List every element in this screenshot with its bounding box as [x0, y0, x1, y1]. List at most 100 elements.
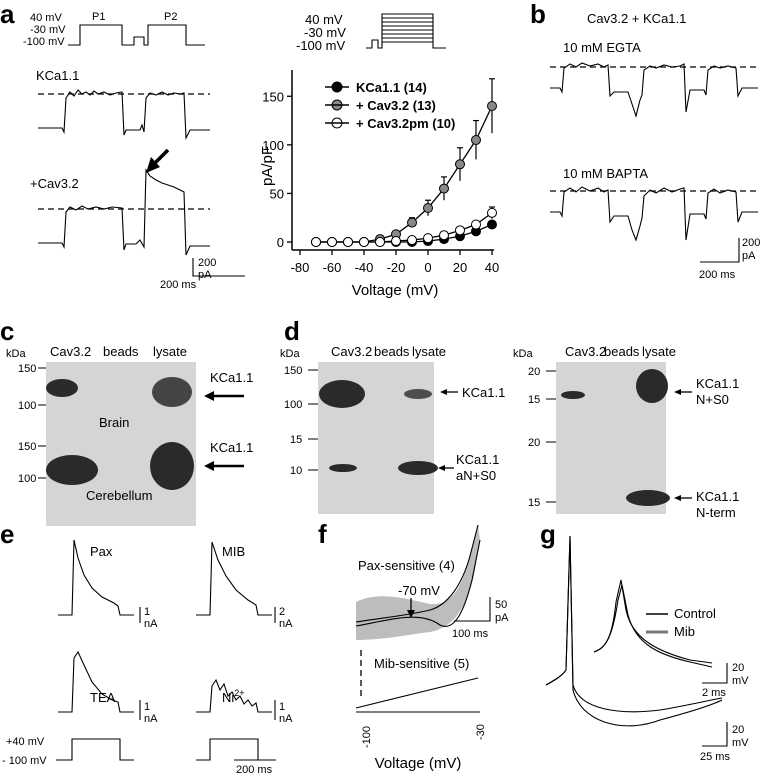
protocol-mid-v1: 40 mV — [305, 12, 343, 27]
iv-point-1-9 — [455, 159, 465, 170]
trace-pax-sensitive — [355, 524, 479, 623]
pax-shaded-error — [356, 525, 480, 640]
g-inset-scale-x: 2 ms — [702, 687, 726, 699]
f-arrow — [407, 610, 415, 618]
f-ramp — [355, 677, 479, 709]
d-lb-marker-2: 10 — [290, 465, 302, 477]
iv-ytick-label-1: 50 — [270, 186, 284, 201]
iv-xtick-label-3: -20 — [387, 260, 406, 275]
g-main-scale — [702, 722, 728, 747]
e-label-ni: Ni2+ — [222, 688, 245, 705]
panel-d-letter: d — [284, 316, 300, 346]
protocol-mid-v2: -30 mV — [304, 25, 346, 40]
scale-bar-a — [192, 258, 245, 277]
band-d-rt-cav — [561, 391, 585, 399]
scale-b-x: 200 ms — [699, 269, 736, 281]
c-marker-100b: 100 — [18, 473, 36, 485]
trace-bapta — [550, 186, 758, 242]
d-label-rb2: N-term — [696, 505, 736, 520]
f-arrow-label: -70 mV — [398, 583, 440, 598]
iv-series-line-0 — [316, 223, 493, 243]
panel-g: g Control Mib 20 mV 2 ms 20 mV 25 ms — [540, 519, 749, 763]
legend-label-kca: KCa1.1 (14) — [356, 80, 427, 95]
panel-a: a 40 mV -30 mV -100 mV P1 P2 KCa1.1 +Cav… — [0, 0, 499, 299]
e-unit-pax: nA — [144, 618, 158, 630]
scale-a-y: 200 — [198, 257, 216, 269]
iv-point-1-10 — [471, 135, 481, 145]
trace-label-cav: +Cav3.2 — [30, 176, 79, 191]
d-lt-marker-1: 150 — [284, 365, 302, 377]
iv-point-2-3 — [359, 237, 369, 247]
f-xlabel: Voltage (mV) — [375, 755, 462, 772]
protocol-p1: P1 — [92, 11, 105, 23]
iv-legend: KCa1.1 (14) + Cav3.2 (13) + Cav3.2pm (10… — [325, 80, 455, 131]
panel-d: d kDa Cav3.2 beads lysate 150 100 KCa1.1… — [280, 316, 739, 520]
d-left-lane-2: beads — [374, 344, 410, 359]
iv-point-2-2 — [343, 237, 353, 247]
protocol-left-v1: 40 mV — [30, 12, 62, 24]
band-d-lb-cav — [329, 464, 357, 472]
iv-xtick-label-1: -60 — [323, 260, 342, 275]
c-lane-2: beads — [103, 344, 139, 359]
iv-ytick-label-0: 0 — [277, 235, 284, 250]
band-d-rt-lysate — [636, 369, 668, 403]
d-label-lt: KCa1.1 — [462, 385, 505, 400]
trace-egta — [550, 62, 758, 118]
d-label-rt2: N+S0 — [696, 392, 729, 407]
g-legend-mib: Mib — [674, 624, 695, 639]
trace-kca — [38, 89, 210, 141]
c-band-label-1: KCa1.1 — [210, 370, 253, 385]
e-scale-pax: 1 — [144, 606, 150, 618]
e-protocol-left — [56, 738, 134, 761]
iv-point-2-8 — [439, 230, 449, 241]
band-cereb-lysate — [150, 442, 194, 490]
d-left-lane-3: lysate — [412, 344, 446, 359]
c-marker-150b: 150 — [18, 441, 36, 453]
f-xtick-1: -100 — [361, 726, 373, 748]
d-label-rt1: KCa1.1 — [696, 376, 739, 391]
d-left-lane-1: Cav3.2 — [331, 344, 372, 359]
f-scale-x: 100 ms — [452, 628, 489, 640]
iv-chart: pA/pF Voltage (mV) -80 -60 -40 -20 0 20 40 0 50 1… — [259, 70, 499, 299]
scale-b-y: 200 — [742, 237, 760, 249]
e-label-mib: MIB — [222, 544, 245, 559]
trace-label-bapta: 10 mM BAPTA — [563, 166, 648, 181]
e-scale-tea: 1 — [144, 701, 150, 713]
scale-a-x: 200 ms — [160, 279, 197, 291]
g-inset-scale-y: 20 — [732, 662, 744, 674]
trace-cav — [38, 168, 210, 256]
band-d-lt-lysate — [404, 389, 432, 399]
g-main-scale-x: 25 ms — [700, 751, 730, 763]
panel-b-letter: b — [530, 0, 546, 29]
panel-f-letter: f — [318, 519, 327, 549]
iv-point-2-4 — [375, 237, 385, 247]
c-marker-150a: 150 — [18, 363, 36, 375]
panel-b: b Cav3.2 + KCa1.1 10 mM EGTA 10 mM BAPTA… — [530, 0, 760, 281]
legend-label-cav: + Cav3.2 (13) — [356, 98, 436, 113]
protocol-left-v3: -100 mV — [23, 36, 65, 48]
iv-xtick-label-2: -40 — [355, 260, 374, 275]
c-kda: kDa — [6, 348, 26, 360]
iv-point-1-8 — [439, 183, 449, 194]
scale-bar-b — [700, 238, 740, 263]
d-right-lane-2: beads — [604, 344, 640, 359]
band-brain-lysate — [152, 377, 192, 407]
iv-xtick-label-6: 40 — [485, 260, 499, 275]
iv-ytick-label-2: 100 — [262, 138, 284, 153]
iv-xtick-label-0: -80 — [291, 260, 310, 275]
d-rt-marker-2: 15 — [528, 394, 540, 406]
panel-c-letter: c — [0, 316, 14, 346]
iv-point-2-9 — [455, 225, 465, 236]
iv-point-0-11 — [487, 219, 497, 230]
iv-point-1-7 — [423, 203, 433, 213]
band-d-rb-lysate — [626, 490, 670, 506]
c-marker-100a: 100 — [18, 400, 36, 412]
e-protocol-v2: - 100 mV — [2, 755, 47, 767]
legend-label-cavpm: + Cav3.2pm (10) — [356, 116, 455, 131]
g-trace-mib — [545, 535, 723, 713]
c-lane-1: Cav3.2 — [50, 344, 91, 359]
d-label-rb1: KCa1.1 — [696, 489, 739, 504]
d-kda-right: kDa — [513, 348, 533, 360]
iv-point-1-11 — [487, 101, 497, 111]
f-xtick-2: -30 — [475, 724, 487, 740]
